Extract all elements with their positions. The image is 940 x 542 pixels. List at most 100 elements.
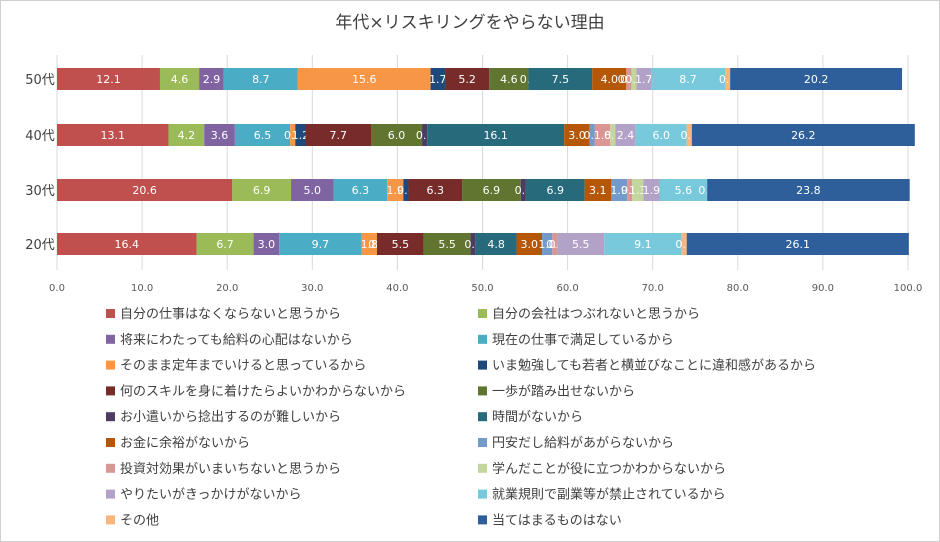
category-labels: 50代 40代 30代 20代 [25, 73, 55, 253]
data-label: 6.7 [216, 238, 234, 251]
bar-segment [305, 124, 372, 146]
legend-swatch [478, 438, 487, 447]
x-tick-label: 60.0 [556, 283, 578, 294]
legend-swatch [478, 309, 487, 318]
data-label: 1.8 [361, 238, 379, 251]
bar-segment [520, 179, 526, 201]
legend-label: 学んだことが役に立つかわからないから [492, 461, 726, 477]
legend-swatch [106, 309, 115, 318]
data-label: 9.1 [634, 238, 652, 251]
legend-label: やりたいがきっかけがないから [120, 488, 301, 503]
bar-segment [636, 68, 651, 90]
bar-segment [290, 124, 296, 146]
bar-segment [297, 68, 431, 90]
x-tick-label: 0.0 [49, 283, 65, 294]
bar-segment [594, 124, 611, 146]
bar-segment [168, 124, 205, 146]
bar-segment [196, 233, 254, 255]
x-tick-label: 10.0 [131, 283, 153, 294]
bar-segment [730, 68, 903, 90]
bar-segment [57, 124, 169, 146]
legend-swatch [106, 386, 115, 396]
data-label: 4.2 [178, 129, 196, 142]
data-label: 12.1 [96, 73, 121, 86]
data-label: 6.9 [547, 184, 565, 197]
bar-segment [371, 124, 423, 146]
bar-segment [635, 124, 687, 146]
data-label: 3.0 [258, 238, 276, 251]
legend-label: お金に余裕がないから [120, 435, 250, 451]
legend-label: 時間がないから [492, 410, 583, 425]
legend-label: 円安だし給料があがらないから [492, 436, 674, 451]
bar-segment [707, 179, 910, 201]
bar-segment [333, 179, 388, 201]
bar-segment [232, 179, 292, 201]
legend-label: いま勉強しても若者と横並びなことに違和感があるから [492, 358, 816, 374]
legend-swatch [106, 489, 115, 499]
x-tick-label: 40.0 [386, 283, 408, 294]
bar-segment [632, 179, 644, 201]
bar-segment [57, 233, 197, 255]
legend-label: 投資対効果がいまいちないと思うから [120, 461, 341, 477]
data-label: 1.9 [643, 184, 661, 197]
bar-segment [57, 179, 233, 201]
bar-segment [564, 124, 590, 146]
bar-segment [627, 179, 633, 201]
category-label: 30代 [25, 184, 55, 199]
data-label: 6.0 [652, 129, 670, 142]
x-tick-label: 20.0 [216, 283, 238, 294]
legend-swatch [478, 489, 487, 499]
data-label: 3.6 [211, 129, 229, 142]
data-label: 2.4 [617, 129, 635, 142]
legend-label: 何のスキルを身に着けたらよいかわからないから [120, 383, 406, 399]
data-label: 4.6 [171, 73, 189, 86]
bar-segment [542, 233, 553, 255]
legend-label: 自分の会社はつぶれないと思うから [492, 306, 700, 322]
data-label: 26.2 [791, 129, 816, 142]
bar-segment [403, 179, 409, 201]
data-label: 6.3 [352, 184, 370, 197]
bar-segment [725, 68, 731, 90]
data-label: 8.7 [252, 73, 270, 86]
bar-segment [626, 68, 632, 90]
legend-swatch [106, 360, 115, 370]
bar-segment [615, 124, 636, 146]
data-label: 6.3 [427, 184, 445, 197]
bar-segment [516, 233, 543, 255]
data-label: 7.5 [552, 73, 570, 86]
bar-segment [489, 68, 529, 90]
data-label: 5.5 [438, 238, 456, 251]
data-label: 5.0 [304, 184, 322, 197]
data-label: 1.2 [538, 238, 556, 251]
data-label: 5.6 [675, 184, 693, 197]
data-label: 16.4 [115, 238, 140, 251]
data-label: 23.8 [796, 184, 821, 197]
bar-segment [295, 124, 306, 146]
x-axis-ticks: 0.0 10.0 20.0 30.0 40.0 50.0 60.0 70.0 80.0 90.0 1… [49, 283, 922, 294]
bar-segment [610, 124, 616, 146]
legend-swatch [106, 438, 115, 447]
bar-segment [525, 179, 585, 201]
legend-swatch [478, 463, 487, 473]
data-label: 1.7 [635, 73, 653, 86]
bar-segment [592, 68, 627, 90]
legend-swatch [106, 515, 115, 525]
data-label: 1.9 [610, 184, 628, 197]
data-label: 7.7 [330, 129, 348, 142]
bar-segment [376, 233, 424, 255]
data-label: 3.0 [521, 238, 539, 251]
x-tick-label: 50.0 [471, 283, 493, 294]
x-tick-label: 80.0 [727, 283, 749, 294]
data-label: 4.8 [487, 238, 505, 251]
legend: 自分の仕事はなくならないと思うから 自分の会社はつぶれないと思うから将来にわたって… [106, 306, 816, 528]
bar-segment [204, 124, 235, 146]
bar-segment [659, 179, 708, 201]
bar-segment [430, 68, 446, 90]
data-label: 1.8 [594, 129, 612, 142]
bar-segment [557, 233, 605, 255]
legend-label: そのまま定年までいけると思っているから [120, 359, 366, 374]
bar-segment [387, 179, 404, 201]
x-tick-label: 100.0 [894, 283, 923, 294]
bar-segment [291, 179, 334, 201]
